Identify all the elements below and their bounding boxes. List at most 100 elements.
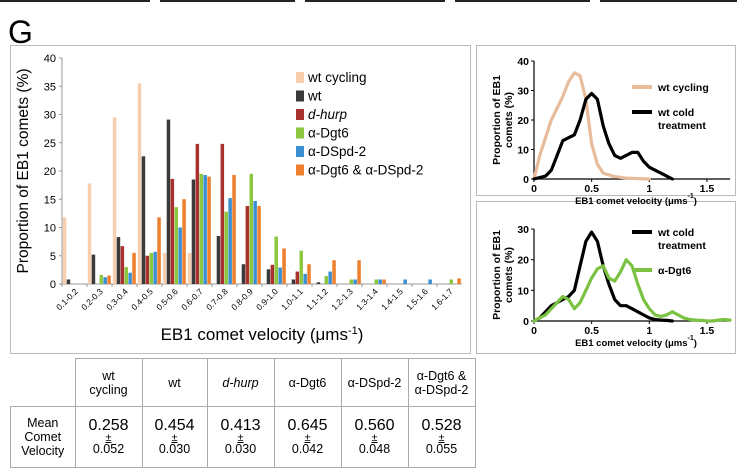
bar (128, 272, 132, 284)
column-header-line: wt (168, 375, 181, 390)
legend-swatch (296, 146, 304, 157)
main-chart-frame (10, 45, 471, 354)
legend-label: α-Dgt6 & α-DSpd-2 (308, 163, 423, 178)
legend-swatch (296, 164, 304, 176)
bar (132, 252, 136, 284)
bar (245, 206, 250, 284)
mean-value: 0.454 (154, 417, 195, 434)
mean-value: 0.528 (421, 417, 462, 434)
bar (241, 264, 246, 284)
legend-label: treatment (658, 120, 706, 132)
bar (357, 260, 361, 284)
bar (353, 279, 357, 284)
x-tick-label: 1.5-1.6 (404, 286, 430, 312)
y-axis-label: comets (%) (503, 92, 515, 148)
bar (282, 248, 286, 284)
legend-label: wt (307, 89, 322, 104)
y-tick-label: 0 (523, 174, 529, 186)
bar (120, 246, 125, 284)
x-tick-label: 0.4-0.5 (129, 286, 155, 312)
bar (178, 227, 182, 284)
x-tick-label: 0.5-0.6 (154, 286, 180, 312)
bar (457, 278, 461, 284)
panel-label: G (8, 14, 33, 50)
mean-value: 0.413 (220, 417, 261, 434)
x-tick-label: 0.6-0.7 (179, 286, 205, 312)
table-column-header: wt (141, 358, 208, 407)
top-divider (600, 0, 737, 2)
plus-minus: ± (171, 432, 178, 444)
x-tick-label: 0.9-1.0 (254, 286, 280, 312)
x-tick-label: 1.5 (700, 325, 715, 337)
table-cell-mean-velocity: 0.560 ±0.048 (340, 406, 409, 468)
legend-swatch (296, 90, 304, 102)
bar (66, 279, 71, 284)
bar (324, 276, 328, 284)
top-divider (305, 0, 445, 2)
legend-label: wt cold (657, 227, 694, 239)
bar (191, 179, 196, 284)
bar (203, 174, 207, 284)
column-header-line: α-DSpd-2 (414, 382, 469, 397)
bar (278, 267, 282, 284)
legend-label: α-Dgt6 (308, 126, 349, 141)
mean-velocity-table: wt cycling wt d-hurp α-Dgt6 α-DSpd-2 α-Dgt6 & α… (10, 358, 476, 468)
x-tick-label: 0.8-0.9 (229, 286, 255, 312)
x-axis-label: EB1 comet velocity (μms-1) (575, 193, 697, 207)
bar (103, 277, 107, 284)
x-tick-label: 1.6-1.7 (429, 286, 455, 312)
column-header-line: α-Dgt6 (288, 375, 327, 390)
bar (270, 264, 275, 284)
error-value: 0.055 (425, 442, 458, 456)
error-value: 0.030 (224, 442, 257, 456)
bar (124, 267, 128, 284)
bar (141, 156, 146, 284)
table-cell-mean-velocity: 0.528 ±0.055 (407, 406, 476, 468)
legend-label: d-hurp (308, 107, 348, 122)
table-cell-mean-velocity: 0.258 ±0.052 (74, 406, 143, 468)
y-tick-label: 25 (44, 138, 56, 150)
bar (220, 143, 225, 284)
column-header-line: d-hurp (222, 375, 259, 390)
table-column-header: α-Dgt6 (273, 358, 342, 407)
legend-swatch (296, 72, 304, 83)
row-label-line: Comet (24, 430, 62, 444)
bar (91, 254, 96, 284)
bar (374, 279, 378, 284)
table-column-header: α-DSpd-2 (340, 358, 409, 407)
bar (382, 279, 386, 284)
velocity-curve-chart-top: 0 10 20 30 40 0 0.5 1 1.5 Proportion of EB1 comets… (491, 56, 730, 207)
bar (257, 206, 261, 284)
y-tick-label: 10 (517, 285, 529, 297)
plus-minus: ± (438, 432, 445, 444)
bar (249, 173, 253, 284)
error-value: 0.030 (158, 442, 191, 456)
row-label-line: Velocity (21, 444, 65, 458)
bar (207, 176, 211, 284)
error-value: 0.048 (358, 442, 391, 456)
bar (145, 255, 150, 284)
row-label-line: Mean (27, 416, 59, 430)
y-axis-label: Proportion of EB1 (491, 230, 503, 320)
bar (349, 279, 353, 284)
x-tick-label: 0.3-0.4 (104, 286, 130, 312)
legend-label: α-Dgt6 (658, 265, 691, 277)
x-tick-label: 0.2-0.3 (79, 286, 105, 312)
top-divider (160, 0, 295, 2)
y-tick-label: 30 (44, 110, 56, 122)
error-value: 0.052 (92, 442, 125, 456)
bar (378, 279, 382, 284)
column-header-line: α-DSpd-2 (347, 375, 402, 390)
bar (253, 200, 257, 284)
mean-value: 0.258 (88, 417, 129, 434)
bar (307, 264, 311, 284)
y-axis-label: Proportion of EB1 comets (%) (15, 68, 32, 273)
legend-label: wt cycling (307, 70, 367, 85)
y-tick-label: 35 (44, 81, 56, 93)
y-tick-label: 20 (44, 166, 56, 178)
legend-label: wt cold (657, 107, 694, 119)
x-tick-label: 0 (531, 183, 537, 195)
x-axis-label: EB1 comet velocity (μms-1) (575, 335, 697, 349)
series-line (532, 230, 674, 323)
bar (216, 235, 221, 284)
